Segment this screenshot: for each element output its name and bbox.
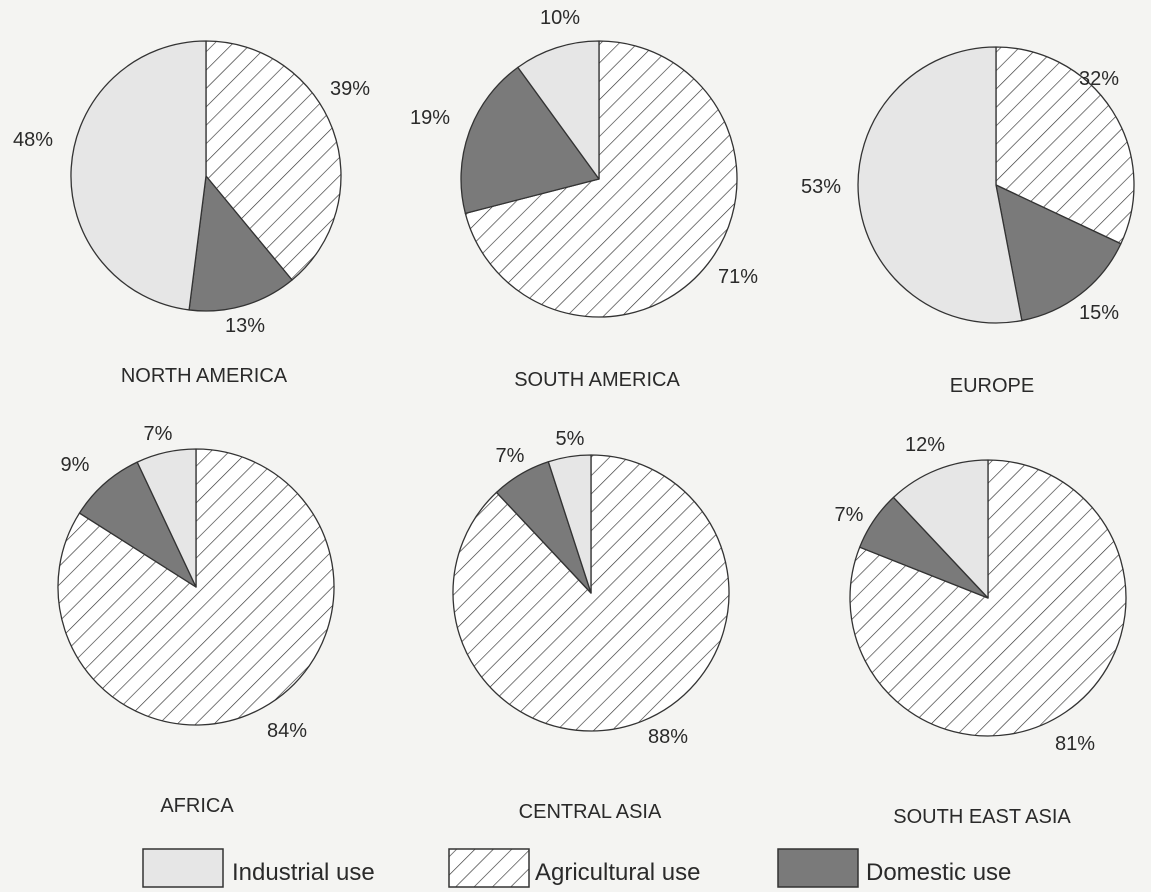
pie-label-south-america-domestic: 19% — [410, 107, 450, 129]
pie-slice-north-america-domestic — [188, 175, 293, 312]
pie-title-central-asia: CENTRAL ASIA — [519, 801, 662, 823]
pie-title-south-america: SOUTH AMERICA — [514, 369, 680, 391]
legend-label-agricultural: Agricultural use — [535, 859, 700, 886]
pie-charts-group: 39% 13% 48% NORTH AMERICA 71% 19% 10% SOUTH AME… — [13, 7, 1135, 828]
pie-label-north-america-agricultural: 39% — [330, 78, 370, 100]
pie-label-south-east-asia-agricultural: 81% — [1055, 733, 1095, 755]
pie-title-south-east-asia: SOUTH EAST ASIA — [893, 806, 1071, 828]
pie-title-africa: AFRICA — [160, 795, 234, 817]
pie-title-north-america: NORTH AMERICA — [121, 365, 288, 387]
pie-slice-africa-agricultural — [57, 448, 335, 726]
legend-label-domestic: Domestic use — [866, 859, 1011, 886]
pie-label-africa-agricultural: 84% — [267, 720, 307, 742]
pie-label-europe-industrial: 53% — [801, 176, 841, 198]
pie-slice-europe-agricultural — [995, 46, 1135, 245]
pie-slice-europe-industrial — [857, 46, 1023, 324]
pie-label-central-asia-domestic: 7% — [496, 445, 525, 467]
pie-label-north-america-industrial: 48% — [13, 129, 53, 151]
legend: Industrial use Agricultural use Domestic… — [142, 848, 1011, 888]
pie-label-south-america-industrial: 10% — [540, 7, 580, 29]
pie-slice-north-america-agricultural — [205, 40, 342, 281]
pie-slice-south-america-agricultural — [464, 40, 738, 318]
pie-label-europe-domestic: 15% — [1079, 302, 1119, 324]
pie-label-south-east-asia-industrial: 12% — [905, 434, 945, 456]
pie-slice-south-east-asia-industrial — [892, 459, 989, 599]
legend-swatch-domestic — [777, 848, 859, 888]
pie-label-north-america-domestic: 13% — [225, 315, 265, 337]
pie-label-africa-domestic: 9% — [61, 454, 90, 476]
pie-slice-europe-domestic — [995, 184, 1122, 322]
legend-swatch-agricultural — [448, 848, 530, 888]
pie-slice-africa-industrial — [136, 448, 197, 588]
pie-slice-south-america-domestic — [460, 66, 600, 214]
pie-label-europe-agricultural: 32% — [1079, 68, 1119, 90]
pie-label-central-asia-agricultural: 88% — [648, 726, 688, 748]
pie-label-south-east-asia-domestic: 7% — [835, 504, 864, 526]
pie-label-south-america-agricultural: 71% — [718, 266, 758, 288]
pie-label-central-asia-industrial: 5% — [556, 428, 585, 450]
legend-swatch-industrial — [142, 848, 224, 888]
pie-title-europe: EUROPE — [950, 375, 1034, 397]
pie-slice-north-america-industrial — [70, 40, 207, 311]
pie-slice-central-asia-industrial — [547, 454, 592, 594]
legend-label-industrial: Industrial use — [232, 859, 375, 886]
pie-label-africa-industrial: 7% — [144, 423, 173, 445]
pie-slice-south-america-industrial — [517, 40, 600, 180]
